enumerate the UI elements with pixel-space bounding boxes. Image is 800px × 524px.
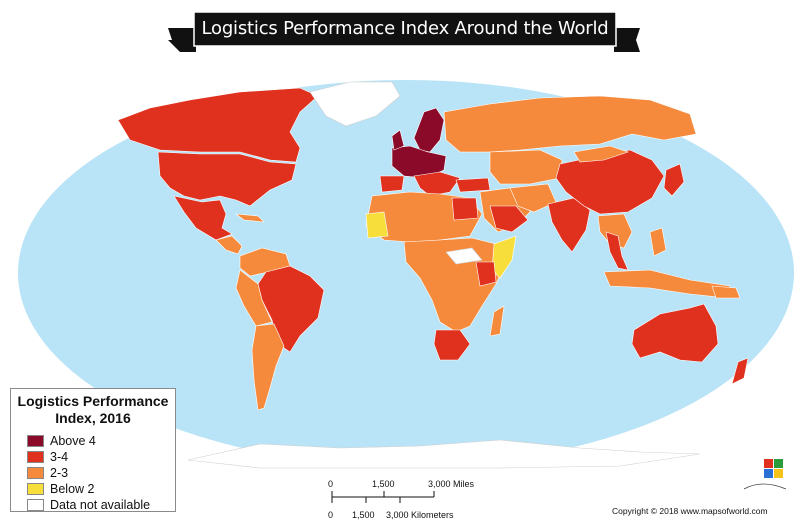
legend-title: Logistics Performance Index, 2016 — [11, 393, 175, 427]
country-central-africa — [403, 237, 507, 333]
country-usa — [157, 151, 297, 207]
scale-km-3000: 3,000 Kilometers — [386, 510, 454, 520]
legend-title-line1: Logistics Performance — [17, 393, 169, 409]
country-turkey — [455, 177, 491, 193]
country-egypt — [451, 197, 479, 221]
country-saudi-uae — [489, 205, 529, 233]
country-madagascar — [489, 305, 505, 337]
country-southeast-asia — [597, 213, 633, 249]
legend-label: 3-4 — [50, 450, 69, 464]
country-mexico — [173, 195, 233, 241]
country-philippines — [649, 227, 667, 257]
legend-swatch — [27, 435, 44, 447]
mapsofworld-logo — [743, 459, 787, 490]
country-uk — [391, 129, 405, 151]
legend-label: Below 2 — [50, 482, 95, 496]
scale-km-1500: 1,500 — [352, 510, 375, 520]
legend-swatch — [27, 483, 44, 495]
country-mongolia — [573, 145, 629, 163]
legend-item-no-data: Data not available — [27, 497, 150, 513]
country-greenland — [309, 81, 401, 127]
legend-item-2-3: 2-3 — [27, 465, 150, 481]
country-new-zealand — [731, 357, 749, 385]
legend-swatch — [27, 451, 44, 463]
legend-label: Data not available — [50, 498, 151, 512]
legend-swatch — [27, 499, 44, 511]
copyright: Copyright © 2018 www.mapsofworld.com — [612, 506, 768, 516]
country-cuba — [234, 213, 265, 223]
legend-item-below-2: Below 2 — [27, 481, 150, 497]
legend: Logistics Performance Index, 2016 Above … — [10, 388, 176, 512]
country-central-america — [215, 235, 243, 255]
banner-box — [193, 11, 617, 47]
page-title: Logistics Performance Index Around the W… — [201, 18, 609, 39]
country-australia — [631, 303, 719, 363]
legend-item-above-4: Above 4 — [27, 433, 150, 449]
banner-ribbon-left — [168, 28, 196, 52]
legend-item-3-4: 3-4 — [27, 449, 150, 465]
legend-title-line2: Index, 2016 — [55, 410, 131, 426]
country-iberia — [379, 175, 405, 193]
country-sudan-chad — [445, 247, 483, 265]
country-central-asia — [489, 149, 563, 185]
country-italy-balkans — [413, 171, 461, 197]
legend-swatch — [27, 467, 44, 479]
scale-miles-1500: 1,500 — [372, 479, 395, 489]
country-canada — [117, 87, 319, 163]
country-iran-afghanistan — [509, 183, 557, 213]
title-banner — [168, 11, 640, 52]
scale-km-0: 0 — [328, 510, 334, 520]
scale-miles-3000: 3,000 Miles — [428, 479, 475, 489]
country-argentina-chile — [251, 323, 285, 411]
country-peru-bolivia — [235, 269, 273, 327]
country-mauritania — [365, 211, 389, 239]
banner-ribbon-right — [614, 28, 640, 52]
legend-label: Above 4 — [50, 434, 96, 448]
country-korea-japan — [663, 163, 685, 197]
scale-miles-0: 0 — [328, 479, 334, 489]
country-thailand-malaysia — [605, 231, 629, 271]
country-south-africa — [433, 329, 471, 361]
country-russia — [443, 95, 697, 153]
country-antarctica — [187, 439, 701, 469]
legend-items: Above 4 3-4 2-3 Below 2 Data not availab… — [27, 433, 150, 513]
country-western-europe — [391, 145, 447, 179]
country-papua-new-guinea — [711, 285, 741, 299]
legend-label: 2-3 — [50, 466, 69, 480]
country-kenya — [475, 261, 497, 287]
